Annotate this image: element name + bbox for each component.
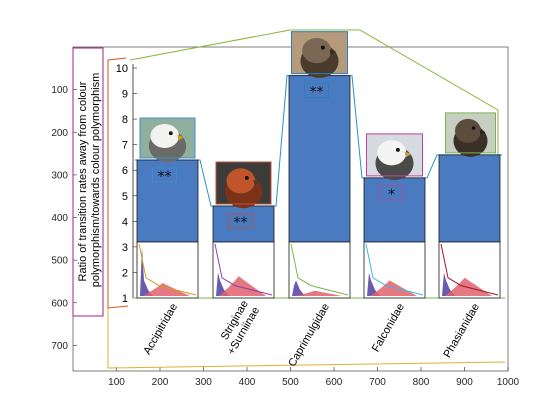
hawk-photo [139, 117, 196, 162]
connector-line-red [107, 57, 129, 309]
owl-photo [215, 161, 272, 209]
bar [212, 205, 275, 243]
significance-box [304, 83, 329, 99]
y-tick-label: 100 [51, 85, 68, 96]
bar [136, 159, 199, 243]
y-axis-label-line-2: polymorphism/towards colour polymorphism [90, 73, 102, 288]
grouse-photo [445, 112, 496, 157]
inner-tick-label: 7 [122, 140, 128, 152]
bar [363, 177, 426, 243]
density-line [290, 243, 349, 296]
y-tick-label: 500 [51, 256, 68, 267]
x-tick-label: 800 [413, 377, 430, 388]
bar [438, 154, 501, 243]
y-tick-label: 300 [51, 170, 68, 181]
bar-group: * [363, 133, 426, 299]
significance-marker: ** [234, 215, 248, 231]
y-tick-label: 400 [51, 213, 68, 224]
y-axis-label-line-1: Ratio of transition rates away from colo… [77, 81, 89, 281]
density-line [138, 243, 197, 296]
ylabel-frame [72, 47, 104, 317]
x-tick-label: 700 [369, 377, 386, 388]
inner-tick-label: 1 [122, 293, 128, 305]
bars: ******* [136, 31, 501, 299]
x-tick-label: 200 [152, 377, 169, 388]
significance-marker: * [388, 187, 395, 203]
density-line [365, 243, 424, 296]
bar-group: ** [288, 31, 351, 299]
falcon-photo [366, 133, 423, 181]
x-tick-label: 300 [195, 377, 212, 388]
significance-box [379, 185, 404, 201]
inner-tick-label: 8 [122, 114, 128, 126]
inner-tick-label: 9 [122, 89, 128, 101]
x-tick-label: 600 [326, 377, 343, 388]
x-tick-label: 1000 [497, 377, 520, 388]
bar-group [438, 112, 501, 299]
inner-tick-label: 4 [122, 216, 128, 228]
significance-box [228, 213, 253, 229]
inner-tick-label: 3 [122, 242, 128, 254]
inner-tick-label: 6 [122, 165, 128, 177]
nightjar-photo [291, 31, 348, 78]
x-tick-label: 500 [282, 377, 299, 388]
inner-axis: 1 2 3 4 5 6 7 8 9 10 [116, 63, 137, 305]
density-line [214, 243, 273, 296]
inset-histogram [438, 241, 501, 299]
y-tick-label: 600 [51, 298, 68, 309]
density-line [440, 243, 499, 296]
x-tick-label: 400 [239, 377, 256, 388]
inset-histogram [212, 241, 275, 299]
x-tick-label: 100 [108, 377, 125, 388]
y-axis: 100 200 300 400 500 600 700 [51, 85, 77, 352]
y-tick-label: 700 [51, 341, 68, 352]
connector-line-yellow [107, 298, 506, 369]
y-tick-label: 200 [51, 128, 68, 139]
y-axis-label: Ratio of transition rates away from colo… [77, 73, 102, 288]
inner-tick-label: 5 [122, 191, 128, 203]
significance-box [152, 167, 177, 183]
x-axis: 100 200 300 400 500 600 700 800 900 1000 [108, 367, 520, 388]
inner-tick-label: 2 [122, 267, 128, 279]
x-tick-label: 900 [456, 377, 473, 388]
significance-marker: ** [158, 169, 172, 185]
significance-marker: ** [310, 85, 324, 101]
inset-histogram [136, 241, 199, 299]
inset-histogram [363, 241, 426, 299]
inner-tick-label: 10 [116, 63, 128, 75]
bar-group: ** [136, 117, 199, 299]
bar-group: ** [212, 161, 275, 299]
bar [288, 75, 351, 243]
inset-histogram [288, 241, 351, 299]
